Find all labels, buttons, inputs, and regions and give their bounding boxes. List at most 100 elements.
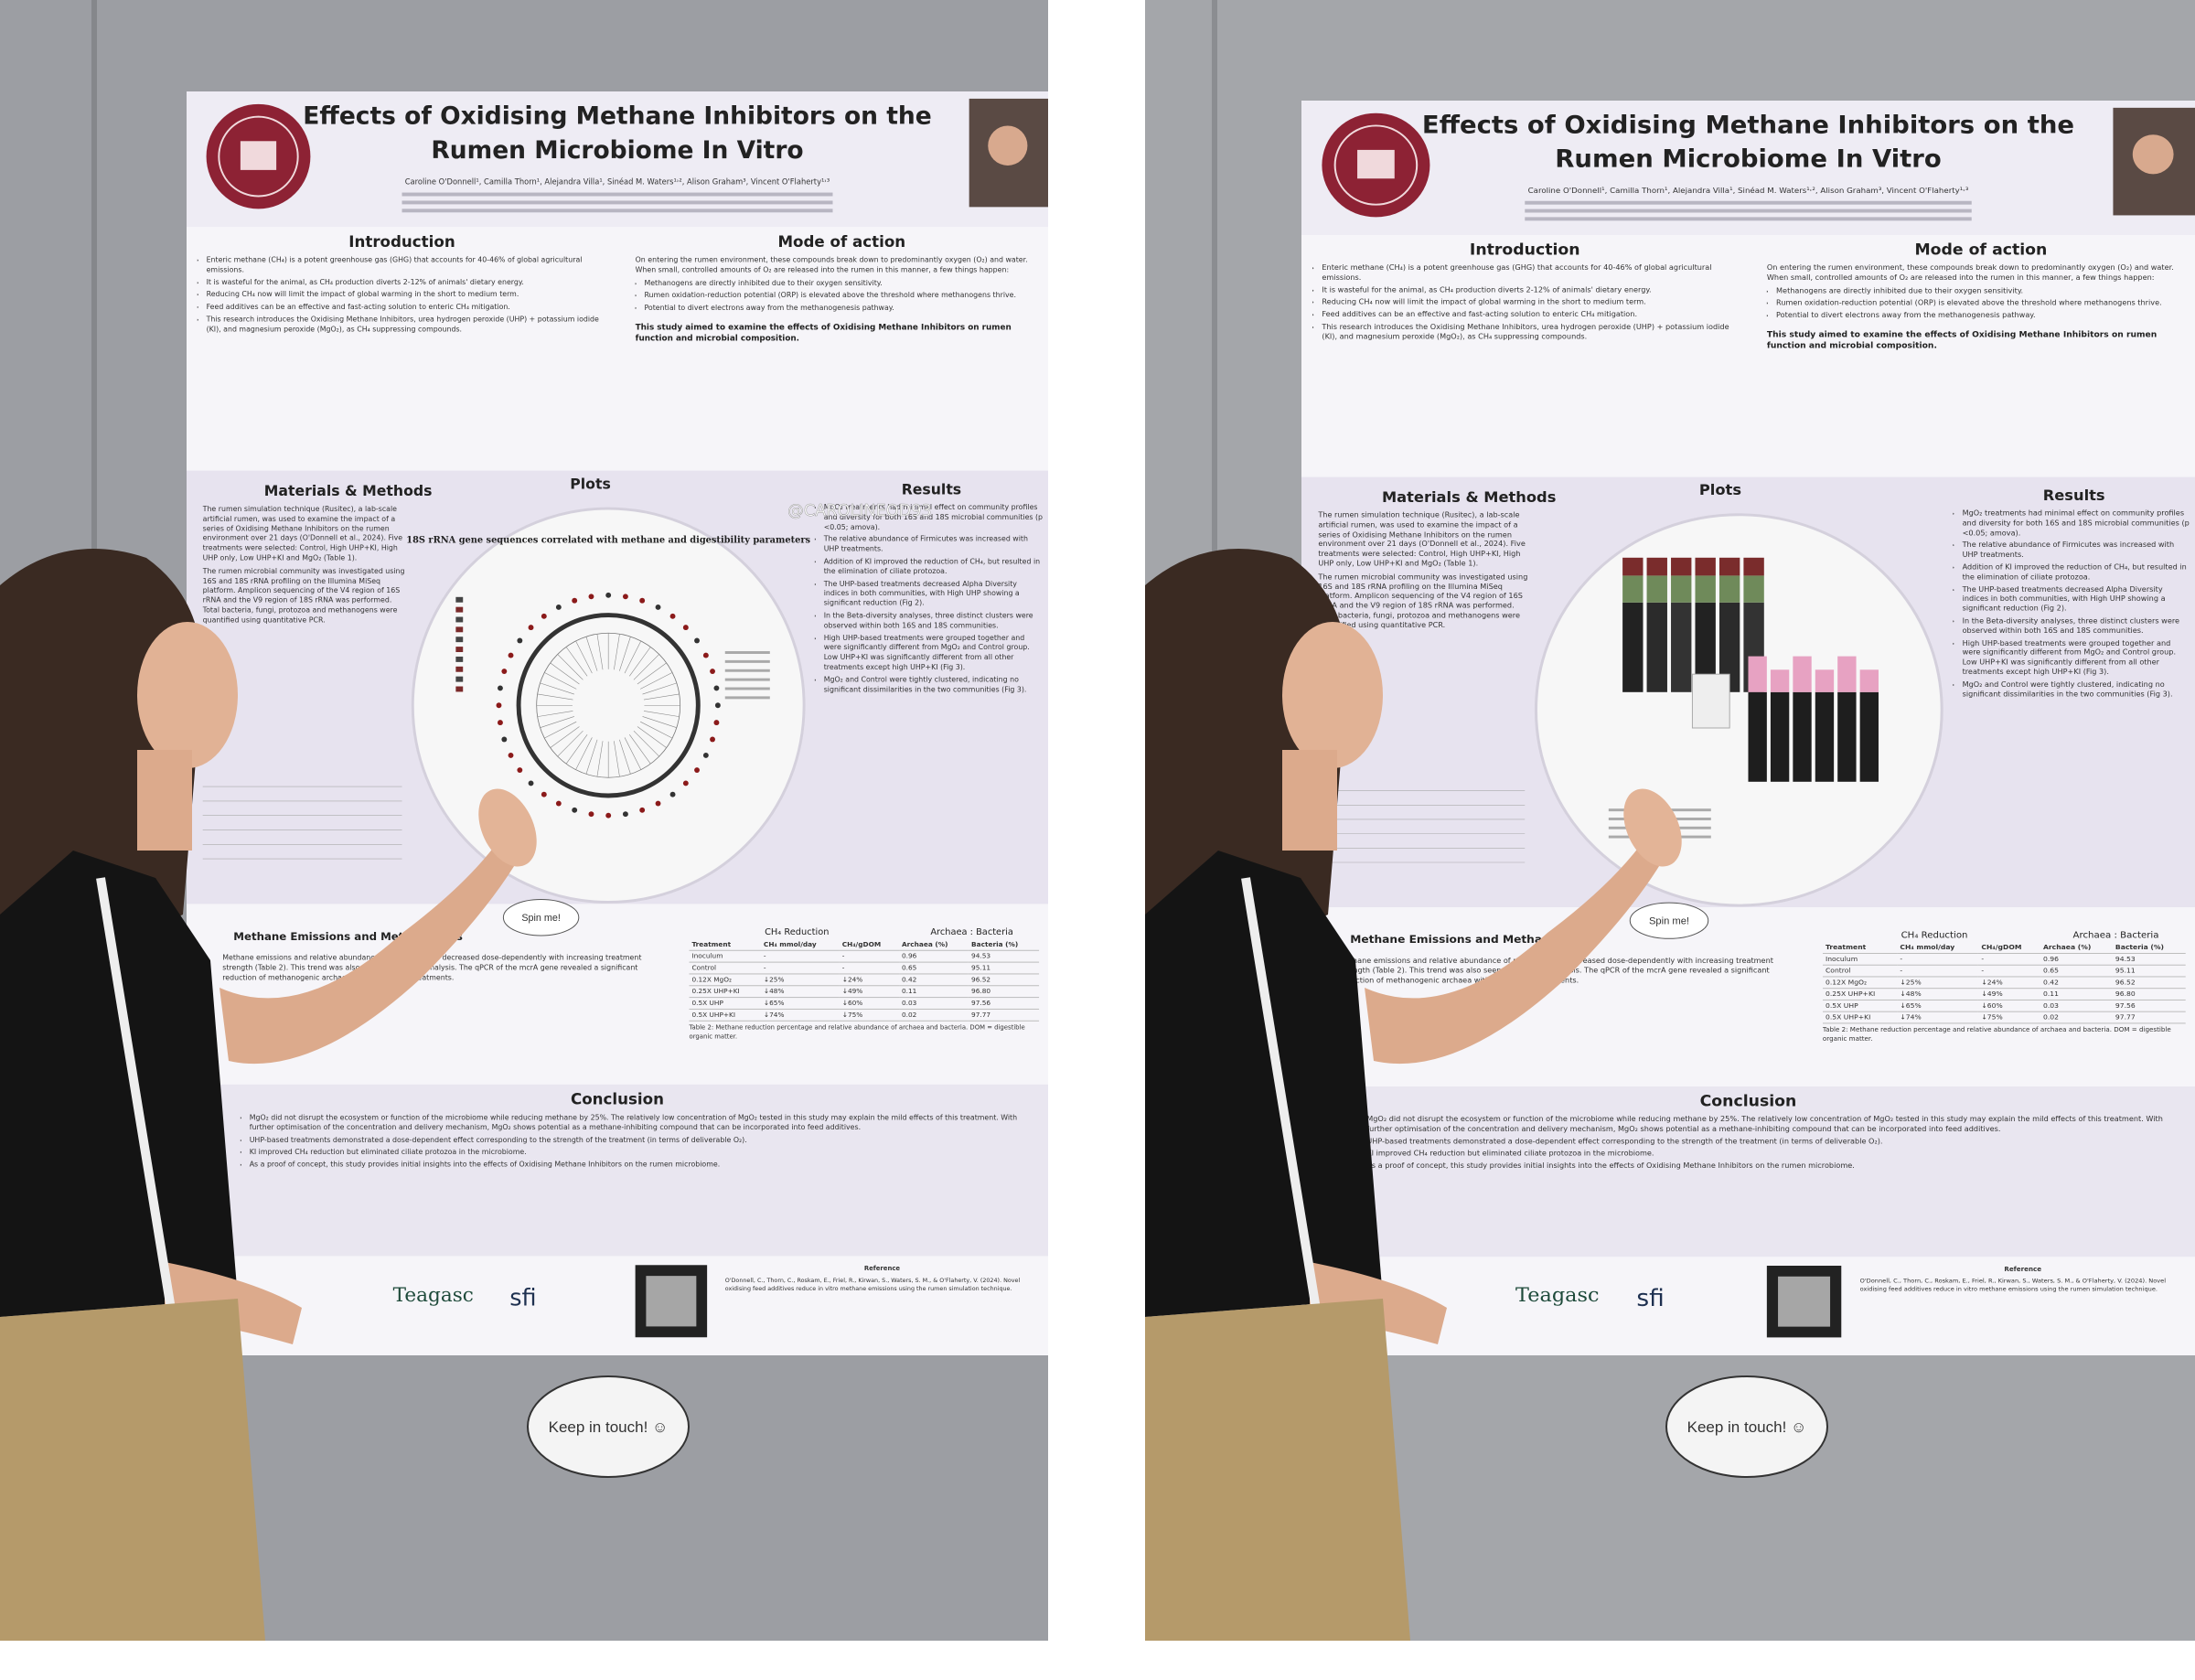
trousers xyxy=(1145,1299,1410,1641)
table-cell: 0.25X UHP+KI xyxy=(689,985,761,999)
table-header-cell: Treatment xyxy=(1822,941,1898,954)
dendrogram-branch xyxy=(544,672,577,690)
logo-sfi: sfi xyxy=(509,1285,536,1312)
bar-top xyxy=(1646,557,1667,576)
face xyxy=(1282,622,1383,768)
logo-teagasc: Teagasc xyxy=(393,1284,474,1307)
spin-sticker xyxy=(1629,902,1709,939)
bullet: Potential to divert electrons away from … xyxy=(1776,311,2186,321)
table-cell: Control xyxy=(1822,964,1898,978)
table: Treatment CH₄ mmol/day CH₄/gDOM Archaea (%)… xyxy=(689,938,1040,1022)
bullet-list: MgO₂ did not disrupt the ecosystem or fu… xyxy=(1357,1115,2177,1172)
paragraph: On entering the rumen environment, these… xyxy=(1766,263,2174,282)
table-row: Inoculum - -0.96 94.53 xyxy=(1822,953,2186,966)
dendrogram-branch xyxy=(624,640,642,674)
methods-text-body: The rumen simulation technique (Rusitec)… xyxy=(203,505,410,626)
bullet: It is wasteful for the animal, as CH₄ pr… xyxy=(1322,285,1740,295)
table-cell: - xyxy=(760,961,840,975)
plot-caption-line xyxy=(724,687,770,690)
plot-dot xyxy=(655,800,661,807)
bar-bottom xyxy=(1646,602,1667,692)
results-text: MgO₂ treatments had minimal effect on co… xyxy=(1953,509,2190,904)
conclusion-text: MgO₂ did not disrupt the ecosystem or fu… xyxy=(241,1113,1031,1248)
table-header: Treatment CH₄ mmol/day CH₄/gDOM Archaea (%)… xyxy=(689,938,1040,951)
table-cell: ↓25% xyxy=(1897,976,1979,990)
results-text-body: MgO₂ treatments had minimal effect on co… xyxy=(815,503,1044,695)
keep-sticker-text: Keep in touch! ☺ xyxy=(1687,1418,1807,1436)
section-heading: Mode of action xyxy=(1914,241,2047,260)
bar-top xyxy=(1622,557,1644,576)
poster-title: Rumen Microbiome In Vitro xyxy=(431,136,803,165)
bullet: The UHP-based treatments decreased Alpha… xyxy=(824,580,1044,609)
dendrogram-branch xyxy=(614,741,620,777)
section-heading: Conclusion xyxy=(571,1090,664,1108)
bullet: The relative abundance of Firmicutes was… xyxy=(1963,541,2190,561)
legend-swatch xyxy=(455,626,464,633)
legend-swatch xyxy=(455,676,464,682)
dendrogram-branch xyxy=(629,734,651,765)
bullet: Reducing CH₄ now will limit the impact o… xyxy=(207,291,611,301)
bullet: Reducing CH₄ now will limit the impact o… xyxy=(1322,298,1740,308)
bar-middle xyxy=(1622,575,1644,603)
bullet-list: Enteric methane (CH₄) is a potent greenh… xyxy=(1312,263,1740,342)
table-groups: CH₄ Reduction Archaea : Bacteria xyxy=(1823,930,2186,942)
introduction-text-body: Enteric methane (CH₄) is a potent greenh… xyxy=(198,256,610,335)
table-cell: 0.65 xyxy=(2040,964,2113,978)
bar-pink xyxy=(1770,669,1790,692)
table-row: Control - -0.65 95.11 xyxy=(689,961,1040,975)
table-header-cell: CH₄/gDOM xyxy=(839,938,900,951)
dendrogram-branch xyxy=(640,721,673,739)
bullet: The UHP-based treatments decreased Alpha… xyxy=(1963,585,2190,615)
affiliation-line xyxy=(1525,209,1972,213)
table-header-cell: CH₄ mmol/day xyxy=(760,938,840,951)
qr-inner xyxy=(1778,1276,1831,1327)
table-cell: 0.5X UHP xyxy=(689,997,761,1011)
plot-caption-line xyxy=(724,651,770,654)
dendrogram-branch xyxy=(550,726,580,748)
paragraph: Methane emissions and relative abundance… xyxy=(222,953,642,981)
bullet: Potential to divert electrons away from … xyxy=(644,304,1039,314)
dendrogram-branch xyxy=(643,711,680,717)
bar-middle xyxy=(1743,575,1764,603)
trousers xyxy=(0,1299,265,1641)
poster-title: Effects of Oxidising Methane Inhibitors … xyxy=(1422,112,2074,139)
methane-text-body: Methane emissions and relative abundance… xyxy=(222,954,671,983)
dendrogram-ring xyxy=(516,613,701,798)
dendrogram-branch xyxy=(557,730,584,757)
plot-dot xyxy=(572,597,578,604)
bullet: MgO₂ treatments had minimal effect on co… xyxy=(1963,509,2190,539)
plot-dot xyxy=(501,736,508,743)
plot-dot xyxy=(710,669,715,675)
table-cell: 0.11 xyxy=(899,985,969,999)
bullet-list: Methanogens are directly inhibited due t… xyxy=(636,279,1040,314)
table-caption: Table 2: Methane reduction percentage an… xyxy=(1822,1026,2171,1043)
bar-bottom xyxy=(1622,602,1644,692)
affiliation-line xyxy=(402,192,833,197)
top xyxy=(1145,851,1383,1317)
plot-dot xyxy=(588,811,594,818)
bullet: UHP-based treatments demonstrated a dose… xyxy=(250,1136,1031,1146)
section-heading: Results xyxy=(902,480,961,498)
section-heading: Methane Emissions and Methanogens xyxy=(1350,933,1588,946)
table-cell: 0.5X UHP+KI xyxy=(1822,1011,1898,1024)
table2-body: CH₄ Reduction Archaea : Bacteria Treatment… xyxy=(689,926,1040,1042)
results-text: MgO₂ treatments had minimal effect on co… xyxy=(815,503,1044,900)
authors: Caroline O'Donnell¹, Camilla Thorn¹, Ale… xyxy=(405,177,830,187)
plot-dot xyxy=(682,625,689,631)
table-cell: 96.52 xyxy=(969,973,1040,987)
reference-box-body: Reference O'Donnell, C., Thorn, C., Roska… xyxy=(725,1265,1039,1293)
table-cell: ↓60% xyxy=(839,997,900,1011)
dendrogram-branch xyxy=(643,693,680,701)
hand xyxy=(478,788,537,867)
table-cell: ↓48% xyxy=(760,985,840,999)
reference: O'Donnell, C., Thorn, C., Roskam, E., Fr… xyxy=(1859,1278,2167,1293)
logo-building xyxy=(1357,149,1395,179)
bar-bottom xyxy=(1859,691,1879,782)
table-cell: 0.03 xyxy=(2040,1000,2113,1012)
table-cell: 96.80 xyxy=(969,985,1040,999)
table-cell: 97.77 xyxy=(2112,1011,2186,1024)
plot-dot xyxy=(517,637,523,644)
conclusion-band xyxy=(1301,1086,2195,1257)
